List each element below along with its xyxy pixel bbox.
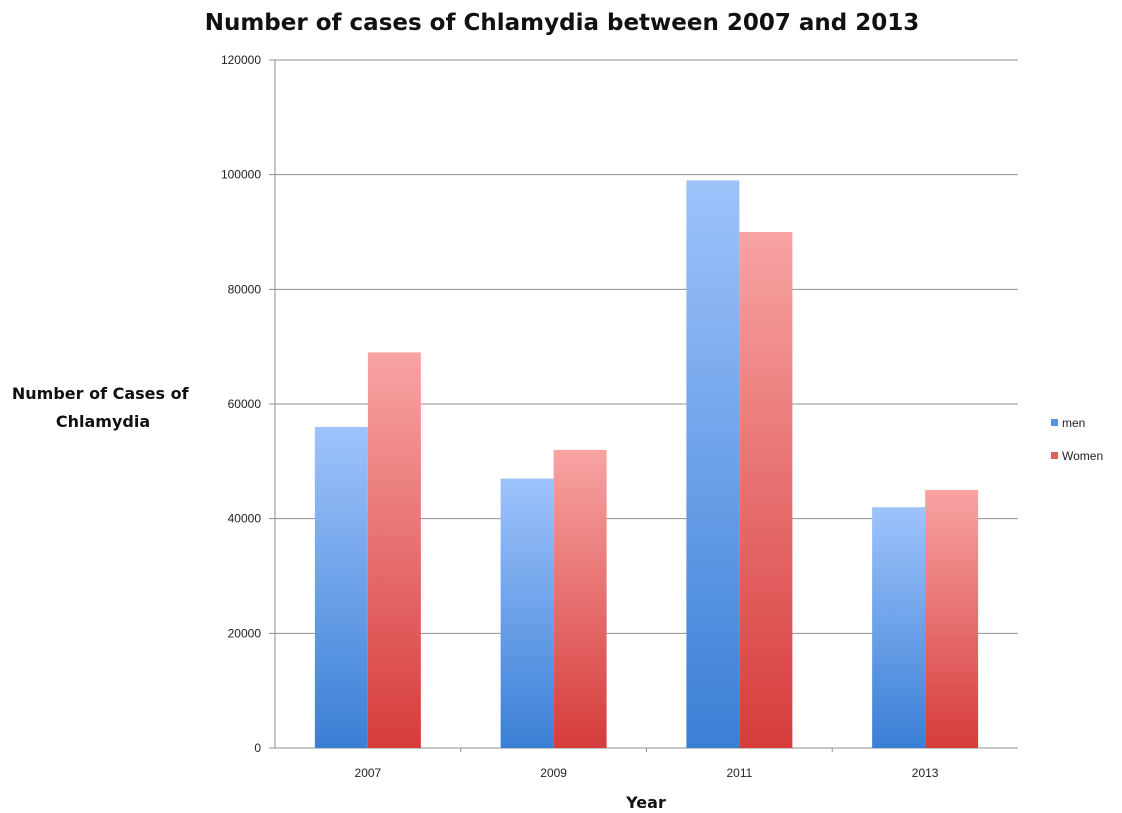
x-axis-ticks: 2007 2009 2011 2013 <box>355 766 939 780</box>
bar-women-2013 <box>925 490 979 748</box>
y-tick-label: 20000 <box>228 626 262 640</box>
chart-title: Number of cases of Chlamydia between 200… <box>205 10 920 36</box>
x-tick-label: 2007 <box>355 766 382 780</box>
x-tick-label: 2011 <box>726 766 752 780</box>
bars <box>314 180 979 748</box>
y-tick-label: 40000 <box>228 512 262 526</box>
legend-label-women: Women <box>1062 449 1103 463</box>
y-tick-label: 0 <box>254 741 261 755</box>
bar-women-2007 <box>367 352 421 748</box>
x-tick-label: 2009 <box>540 766 567 780</box>
x-axis-title: Year <box>625 793 666 812</box>
y-axis-title-line-1: Number of Cases of <box>12 384 190 403</box>
bar-women-2011 <box>739 232 793 748</box>
y-tick-label: 80000 <box>228 282 262 296</box>
bar-men-2011 <box>686 180 740 748</box>
bar-men-2007 <box>314 426 368 748</box>
legend-label-men: men <box>1062 416 1085 430</box>
y-axis-ticks: 0 20000 40000 60000 80000 100000 120000 <box>221 53 261 755</box>
y-tick-label: 100000 <box>221 168 261 182</box>
y-axis-title: Number of Cases of Chlamydia <box>12 384 194 431</box>
bar-men-2013 <box>872 507 926 748</box>
bar-women-2009 <box>553 449 607 748</box>
y-tick-label: 60000 <box>228 397 262 411</box>
legend-swatch-men <box>1051 419 1058 426</box>
y-axis-title-line-2: Chlamydia <box>56 412 150 431</box>
legend: men Women <box>1051 416 1103 463</box>
bar-men-2009 <box>500 478 554 748</box>
y-tick-label: 120000 <box>221 53 261 67</box>
legend-swatch-women <box>1051 452 1058 459</box>
x-tick-label: 2013 <box>912 766 939 780</box>
